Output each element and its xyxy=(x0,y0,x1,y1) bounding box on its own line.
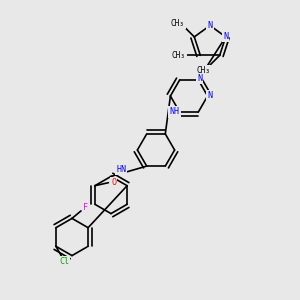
Text: Cl: Cl xyxy=(59,257,69,266)
Text: N: N xyxy=(208,21,212,30)
Text: F: F xyxy=(83,203,88,212)
Text: NH: NH xyxy=(169,107,179,116)
Text: O: O xyxy=(111,178,116,187)
Text: CH₃: CH₃ xyxy=(171,19,185,28)
Text: CH₃: CH₃ xyxy=(196,66,210,75)
Text: HN: HN xyxy=(116,165,126,174)
Text: N: N xyxy=(197,74,202,83)
Text: N: N xyxy=(208,92,212,100)
Text: N: N xyxy=(223,32,228,41)
Text: CH₃: CH₃ xyxy=(172,51,186,60)
